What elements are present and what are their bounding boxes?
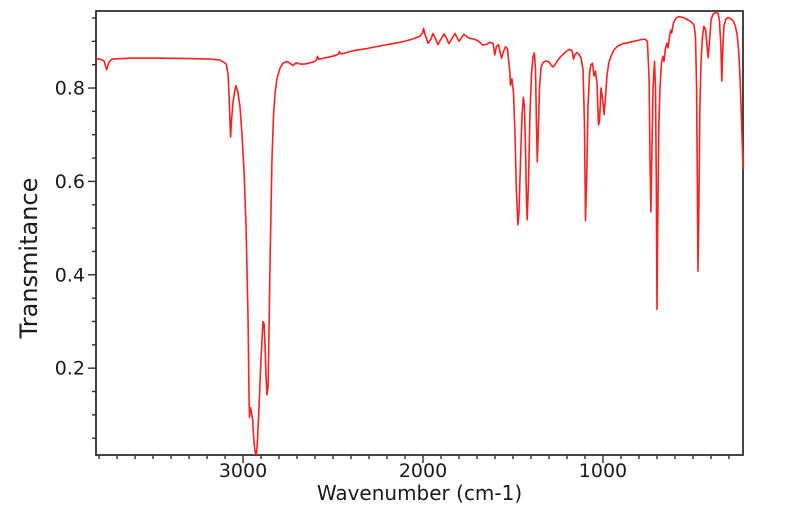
y-tick-label: 0.6 <box>55 171 85 193</box>
y-tick-label: 0.4 <box>55 264 85 286</box>
axes-frame <box>95 10 744 456</box>
spectrum-line <box>95 11 744 456</box>
x-axis-label: Wavenumber (cm-1) <box>316 481 523 505</box>
y-tick-label: 0.2 <box>55 358 85 380</box>
y-axis-label: Transmitance <box>15 177 43 339</box>
y-tick-label: 0.8 <box>55 78 85 100</box>
x-tick-label: 3000 <box>219 460 267 482</box>
x-tick-label: 1000 <box>579 460 627 482</box>
x-tick-label: 2000 <box>399 460 447 482</box>
